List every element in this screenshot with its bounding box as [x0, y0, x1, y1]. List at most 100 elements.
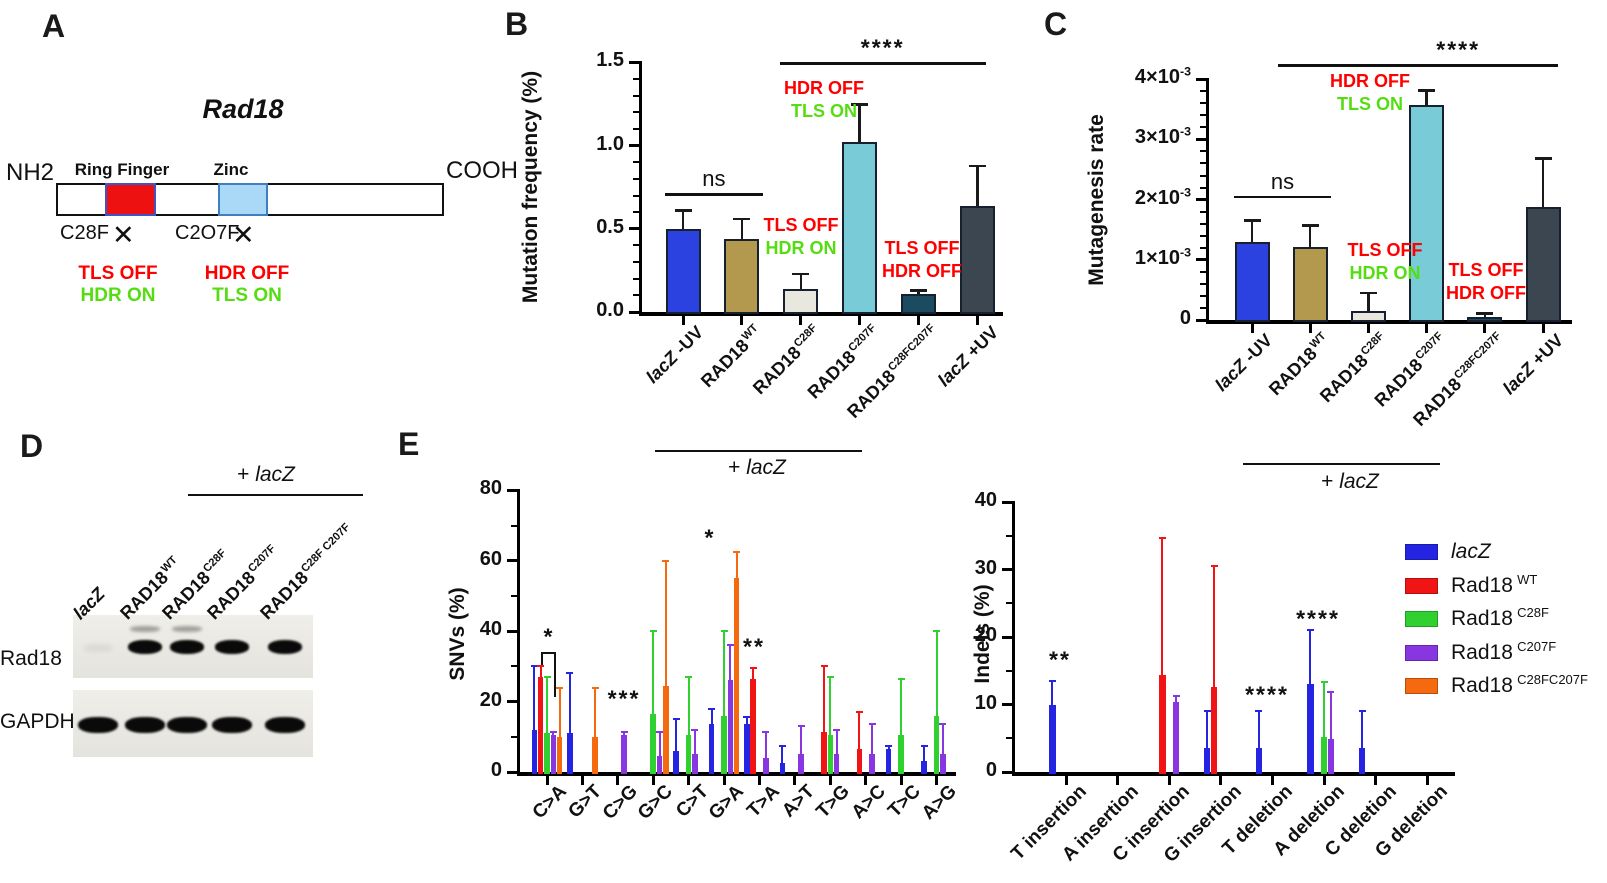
error-bar-whisker	[693, 729, 696, 757]
y-axis-tick	[507, 770, 517, 774]
error-bar-cap	[733, 551, 741, 553]
y-axis-tick	[1196, 318, 1206, 322]
y-axis-tick	[629, 60, 639, 64]
bar-Rad18 C207F	[798, 754, 805, 774]
x-axis-tick	[1219, 775, 1223, 785]
y-axis-minor-tick	[1006, 669, 1012, 672]
rad18-upper-faint-band	[130, 626, 160, 632]
y-axis-tick	[507, 629, 517, 633]
bar-lacZ +UV	[1525, 207, 1561, 322]
rad18-upper-faint-band	[172, 626, 202, 632]
c207f-effect-hdr-off: HDR OFF	[204, 263, 290, 284]
y-axis-minor-tick	[633, 78, 639, 81]
y-axis-minor-tick	[1200, 306, 1206, 309]
y-axis-minor-tick	[511, 595, 517, 597]
error-bar-cap	[1048, 679, 1056, 682]
significance-label: ****	[860, 34, 905, 61]
error-bar-whisker	[735, 552, 738, 581]
ring-finger-label: Ring Finger	[74, 160, 170, 179]
y-axis-tick-label: 30	[974, 556, 997, 579]
bar-Rad18 WT	[1210, 686, 1218, 774]
error-bar-cap	[674, 209, 692, 212]
y-axis-title: SNVs (%)	[446, 587, 469, 681]
error-bar-cap	[762, 730, 770, 733]
x-axis-tick	[799, 315, 803, 325]
c207f-mutation-label: C2O7F	[175, 222, 240, 244]
error-bar-whisker	[935, 631, 938, 718]
y-axis-minor-tick	[1200, 294, 1206, 297]
y-axis-tick-label: 0.0	[596, 299, 624, 321]
x-axis-tick	[935, 775, 939, 785]
bar-Rad18 C207F	[1327, 738, 1334, 774]
comparison-bracket-leg	[554, 652, 556, 697]
error-bar-cap	[1243, 219, 1261, 222]
error-bar-whisker	[533, 666, 536, 732]
asterisk-annotation: ***	[607, 685, 641, 712]
x-axis-tick	[899, 775, 903, 785]
y-axis-tick-label: 1.5	[596, 49, 624, 72]
pathway-status-note: TLS OFF HDR OFF	[1446, 260, 1526, 303]
significance-label: ns	[702, 166, 726, 192]
y-axis-tick-label: 0	[1179, 307, 1191, 329]
rad18-band	[128, 640, 162, 654]
y-axis-tick-label: 40	[974, 489, 997, 511]
bar-Rad18 WT	[821, 731, 827, 774]
bar-lacZ -UV	[665, 228, 701, 314]
error-bar-cap	[826, 675, 834, 678]
y-axis-tick-label: 80	[479, 477, 502, 500]
legend-label: Rad18 WT	[1451, 571, 1538, 597]
legend-swatch-lacZ	[1405, 544, 1438, 560]
error-bar-whisker	[675, 719, 678, 753]
bar-lacZ	[531, 729, 538, 774]
error-bar-whisker	[658, 731, 661, 759]
y-axis-minor-tick	[1200, 186, 1206, 189]
error-bar-whisker	[752, 668, 755, 681]
x-axis-tick	[545, 775, 549, 785]
y-axis-tick	[629, 227, 639, 231]
bar-Rad18 WT	[537, 676, 544, 774]
error-bar-whisker	[764, 731, 767, 760]
gapdh-band	[167, 717, 207, 733]
error-bar-whisker	[976, 165, 979, 208]
rad18-blot-row-label: Rad18	[0, 647, 62, 670]
error-bar-cap	[743, 716, 751, 719]
bar-RAD18&#8202;C28FC207F	[1467, 316, 1503, 322]
bar-Rad18 C28FC207F	[592, 736, 598, 774]
plus-lacz-bracket-line	[1243, 463, 1440, 465]
error-bar-whisker	[1483, 313, 1487, 319]
asterisk-annotation: *	[543, 623, 555, 650]
error-bar-whisker	[552, 731, 555, 738]
y-axis-minor-tick	[1200, 270, 1206, 273]
panel-d-letter: D	[20, 428, 44, 464]
bar-Rad18 C207F	[621, 735, 627, 774]
pathway-status-note: TLS OFF HDR OFF	[882, 238, 962, 281]
y-axis-minor-tick	[1200, 90, 1206, 93]
error-bar-whisker	[1213, 566, 1215, 689]
error-bar-whisker	[1175, 696, 1177, 704]
y-axis-minor-tick	[511, 735, 517, 738]
error-bar-cap	[897, 677, 905, 680]
error-bar-whisker	[829, 676, 832, 738]
error-bar-whisker	[568, 673, 571, 736]
error-bar-cap	[1172, 695, 1180, 698]
x-axis-tick	[1541, 323, 1545, 333]
y-axis-tick	[1196, 258, 1206, 262]
y-axis-minor-tick	[633, 111, 639, 114]
bar-lacZ	[885, 749, 892, 774]
legend-swatch-WT	[1405, 577, 1438, 594]
y-axis-tick	[507, 700, 517, 704]
error-bar-whisker	[681, 210, 685, 231]
y-axis-title: Mutation frequency (%)	[519, 70, 542, 304]
pathway-status-note: TLS OFF HDR ON	[1347, 240, 1423, 283]
x-axis-line	[1205, 320, 1572, 324]
error-bar-whisker	[558, 687, 561, 739]
bar-RAD18&#8202;C28FC207F	[901, 293, 937, 314]
x-axis-tick	[681, 315, 685, 325]
bar-Rad18 C28F	[721, 715, 727, 774]
error-bar-whisker	[1541, 158, 1545, 210]
error-bar-cap	[662, 559, 670, 562]
y-axis-line	[1205, 78, 1209, 323]
y-axis-minor-tick	[633, 161, 639, 164]
y-axis-tick-label: 40	[479, 618, 502, 641]
